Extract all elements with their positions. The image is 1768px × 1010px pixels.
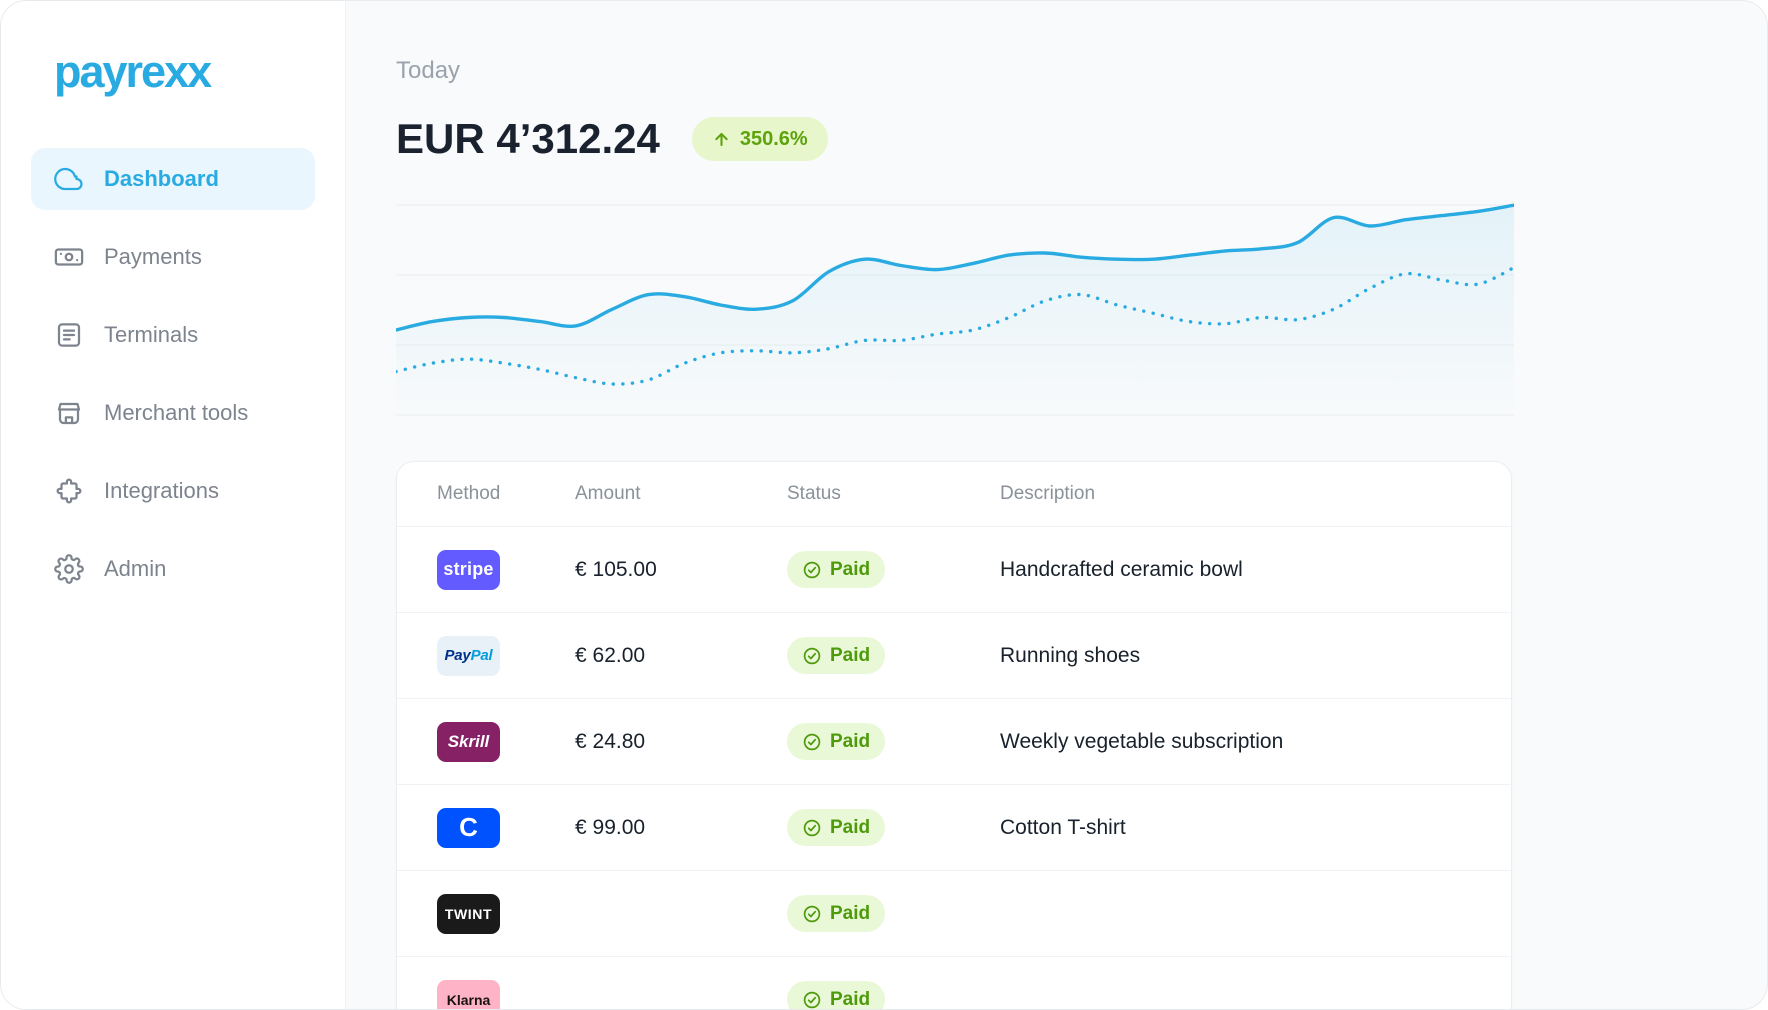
table-row[interactable]: TWINT Paid: [397, 871, 1511, 957]
description-cell: Running shoes: [1000, 643, 1141, 667]
sidebar-item-integrations[interactable]: Integrations: [31, 460, 315, 522]
table-header: Method Amount Status Description: [397, 462, 1511, 527]
table-body: stripe € 105.00 Paid Handcrafted ceramic…: [397, 527, 1511, 1010]
arrow-up-icon: [712, 130, 731, 149]
amount-cell: € 99.00: [575, 815, 646, 839]
table-row[interactable]: Skrill € 24.80 Paid Weekly vegetable sub…: [397, 699, 1511, 785]
method-badge: TWINT: [437, 893, 500, 934]
dashboard-content: Today EUR 4’312.24 350.6% Method Amount …: [396, 57, 1514, 1010]
table-row[interactable]: Klarna Paid: [397, 957, 1511, 1010]
check-circle-icon: [803, 733, 821, 750]
check-circle-icon: [803, 647, 821, 664]
change-value: 350.6%: [739, 127, 808, 150]
main-content: Today EUR 4’312.24 350.6% Method Amount …: [346, 1, 1767, 1009]
sidebar-item-payments[interactable]: Payments: [31, 226, 315, 288]
status-label: Paid: [830, 988, 871, 1010]
description-cell: Handcrafted ceramic bowl: [1000, 557, 1243, 581]
column-method: Method: [437, 483, 501, 504]
method-badge: Skrill: [437, 721, 500, 762]
check-circle-icon: [803, 561, 821, 578]
amount-cell: € 62.00: [575, 643, 646, 667]
status-pill: Paid: [787, 981, 886, 1010]
period-label: Today: [396, 57, 461, 84]
method-badge: Pay Pal: [437, 635, 500, 676]
table-row[interactable]: C € 99.00 Paid Cotton T-shirt: [397, 785, 1511, 871]
check-circle-icon: [803, 905, 821, 922]
method-badge: Klarna: [437, 979, 500, 1009]
status-label: Paid: [830, 644, 871, 666]
status-pill: Paid: [787, 723, 886, 760]
sidebar-nav: Dashboard Payments Terminals Merchant to…: [31, 148, 315, 600]
payrexx-logo: payrexx: [54, 46, 212, 97]
transactions-table: Method Amount Status Description stripe …: [396, 461, 1512, 1010]
status-pill: Paid: [787, 895, 886, 932]
table-row[interactable]: stripe € 105.00 Paid Handcrafted ceramic…: [397, 527, 1511, 613]
status-label: Paid: [830, 816, 871, 838]
revenue-chart: [396, 193, 1514, 417]
check-circle-icon: [803, 991, 821, 1008]
status-pill: Paid: [787, 809, 886, 846]
sidebar-item-dashboard[interactable]: Dashboard: [31, 148, 315, 210]
sidebar: payrexx Dashboard Payments Terminals Mer…: [1, 1, 346, 1009]
sidebar-item-merchant-tools[interactable]: Merchant tools: [31, 382, 315, 444]
status-label: Paid: [830, 902, 871, 924]
gear-icon: [54, 554, 84, 584]
revenue-chart-canvas: [396, 203, 1514, 417]
revenue-summary: EUR 4’312.24 350.6%: [396, 115, 1514, 163]
amount-cell: € 24.80: [575, 729, 646, 753]
sidebar-item-terminals[interactable]: Terminals: [31, 304, 315, 366]
sidebar-item-admin[interactable]: Admin: [31, 538, 315, 600]
terminal-icon: [54, 320, 84, 350]
check-circle-icon: [803, 819, 821, 836]
column-status: Status: [787, 483, 841, 504]
total-amount: EUR 4’312.24: [396, 115, 660, 162]
storefront-icon: [54, 398, 84, 428]
cash-icon: [54, 242, 84, 272]
description-cell: Cotton T-shirt: [1000, 815, 1126, 839]
column-amount: Amount: [575, 483, 641, 504]
description-cell: Weekly vegetable subscription: [1000, 729, 1284, 753]
method-badge: stripe: [437, 549, 500, 590]
status-label: Paid: [830, 558, 871, 580]
status-label: Paid: [830, 730, 871, 752]
status-pill: Paid: [787, 637, 886, 674]
change-badge: 350.6%: [691, 117, 828, 161]
column-description: Description: [1000, 483, 1096, 504]
method-badge: C: [437, 807, 500, 848]
status-pill: Paid: [787, 551, 886, 588]
puzzle-icon: [54, 476, 84, 506]
cloud-icon: [54, 164, 84, 194]
table-row[interactable]: Pay Pal € 62.00 Paid Running shoes: [397, 613, 1511, 699]
amount-cell: € 105.00: [575, 557, 657, 581]
